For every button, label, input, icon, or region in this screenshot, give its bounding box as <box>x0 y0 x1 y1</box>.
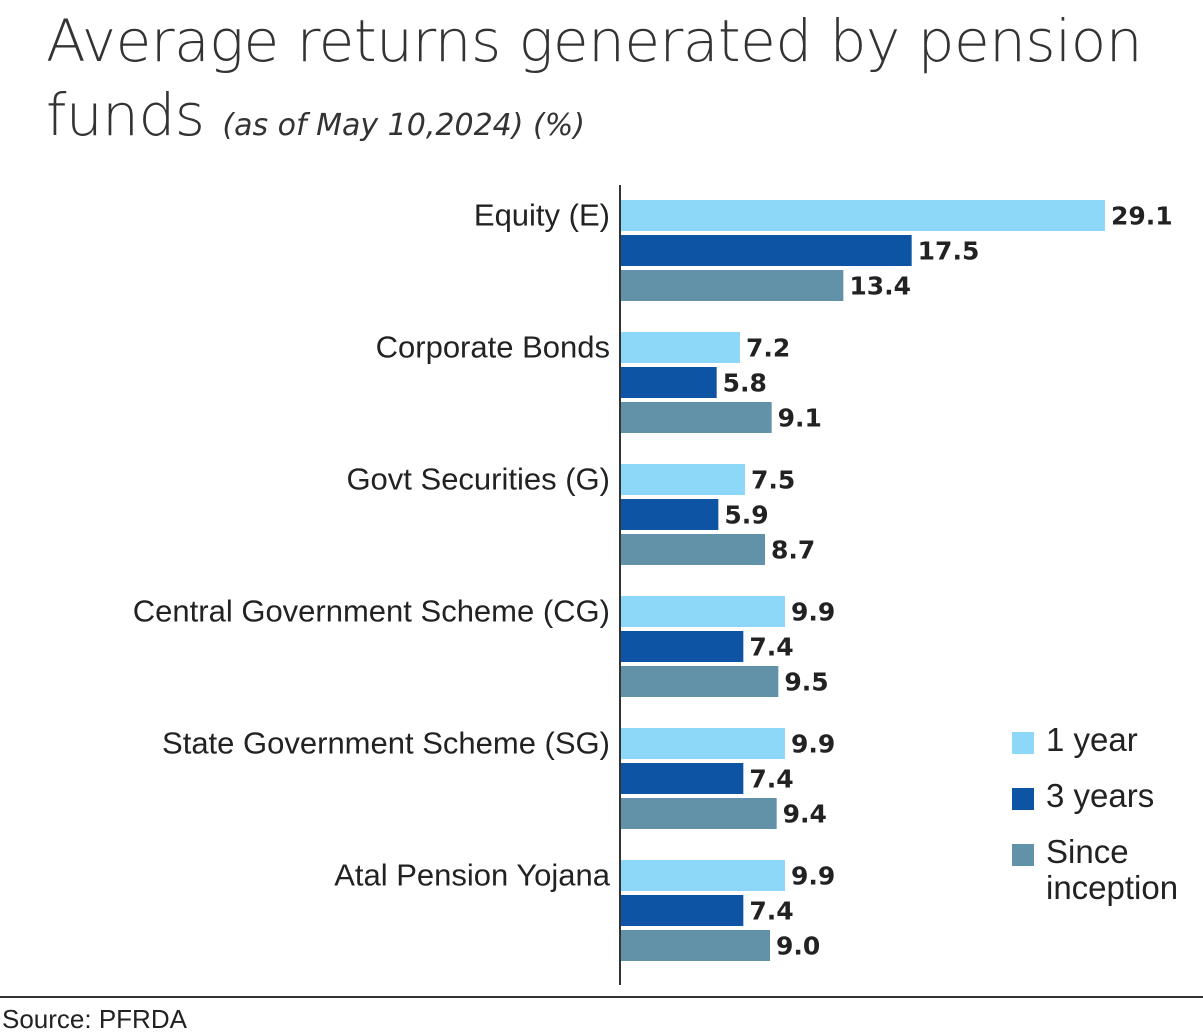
value-label-atal-pension-yojana-1-year: 9.9 <box>791 862 835 891</box>
value-label-central-government-scheme-cg-1-year: 9.9 <box>791 598 835 627</box>
category-label-state-government-scheme-sg: State Government Scheme (SG) <box>162 726 610 761</box>
legend: 1 year 3 years Since inception <box>1012 722 1196 926</box>
bar-govt-securities-g-1-year <box>620 464 745 495</box>
value-label-state-government-scheme-sg-1-year: 9.9 <box>791 730 835 759</box>
chart-subtitle: (as of May 10,2024) (%) <box>222 108 585 143</box>
value-label-govt-securities-g-3-years: 5.9 <box>724 501 768 530</box>
legend-label-1-year: 1 year <box>1046 721 1138 758</box>
bar-atal-pension-yojana-1-year <box>620 860 785 891</box>
chart-title-text: Average returns generated by pension fun… <box>46 7 1143 149</box>
chart-title: Average returns generated by pension fun… <box>46 4 1186 163</box>
value-label-corporate-bonds-3-years: 5.8 <box>723 369 767 398</box>
legend-item-3-years: 3 years <box>1012 778 1196 814</box>
bar-equity-e-3-years <box>620 235 912 266</box>
legend-swatch-3-years <box>1012 788 1034 810</box>
bar-state-government-scheme-sg-1-year <box>620 728 785 759</box>
bar-chart: Equity (E) 29.1 17.513.4 Corporate Bonds 7.2… <box>133 185 1173 985</box>
legend-item-1-year: 1 year <box>1012 722 1196 758</box>
value-label-corporate-bonds-1-year: 7.2 <box>746 334 790 363</box>
bar-equity-e-since-inception <box>620 270 844 301</box>
category-label-equity-e: Equity (E) <box>474 198 610 233</box>
value-label-state-government-scheme-sg-since-inception: 9.4 <box>783 800 827 829</box>
legend-swatch-1-year <box>1012 732 1034 754</box>
bar-govt-securities-g-3-years <box>620 499 719 530</box>
bar-central-government-scheme-cg-3-years <box>620 631 744 662</box>
bar-central-government-scheme-cg-1-year <box>620 596 785 627</box>
value-label-govt-securities-g-1-year: 7.5 <box>751 466 795 495</box>
category-label-corporate-bonds: Corporate Bonds <box>376 330 610 365</box>
bar-govt-securities-g-since-inception <box>620 534 765 565</box>
legend-label-3-years: 3 years <box>1046 777 1155 814</box>
bar-corporate-bonds-1-year <box>620 332 740 363</box>
legend-label-since-inception: Since inception <box>1046 833 1179 906</box>
bar-atal-pension-yojana-since-inception <box>620 930 770 961</box>
bar-corporate-bonds-3-years <box>620 367 717 398</box>
value-label-equity-e-since-inception: 13.4 <box>849 272 911 301</box>
value-label-central-government-scheme-cg-since-inception: 9.5 <box>784 668 828 697</box>
value-label-central-government-scheme-cg-3-years: 7.4 <box>749 633 793 662</box>
value-label-corporate-bonds-since-inception: 9.1 <box>778 404 822 433</box>
footer-divider <box>0 996 1203 998</box>
bar-corporate-bonds-since-inception <box>620 402 772 433</box>
bar-state-government-scheme-sg-3-years <box>620 763 744 794</box>
value-label-govt-securities-g-since-inception: 8.7 <box>771 536 815 565</box>
value-label-state-government-scheme-sg-3-years: 7.4 <box>749 765 793 794</box>
category-label-govt-securities-g: Govt Securities (G) <box>346 462 610 497</box>
value-label-equity-e-1-year: 29.1 <box>1111 202 1173 231</box>
source-note: Source: PFRDA <box>2 1004 187 1034</box>
value-label-atal-pension-yojana-since-inception: 9.0 <box>776 932 820 961</box>
value-label-atal-pension-yojana-3-years: 7.4 <box>749 897 793 926</box>
bar-state-government-scheme-sg-since-inception <box>620 798 777 829</box>
category-label-central-government-scheme-cg: Central Government Scheme (CG) <box>133 594 610 629</box>
legend-item-since-inception: Since inception <box>1012 834 1196 906</box>
bar-equity-e-1-year <box>620 200 1105 231</box>
legend-swatch-since-inception <box>1012 844 1034 866</box>
value-label-equity-e-3-years: 17.5 <box>918 237 980 266</box>
bar-central-government-scheme-cg-since-inception <box>620 666 779 697</box>
category-label-atal-pension-yojana: Atal Pension Yojana <box>334 858 611 893</box>
bar-atal-pension-yojana-3-years <box>620 895 744 926</box>
